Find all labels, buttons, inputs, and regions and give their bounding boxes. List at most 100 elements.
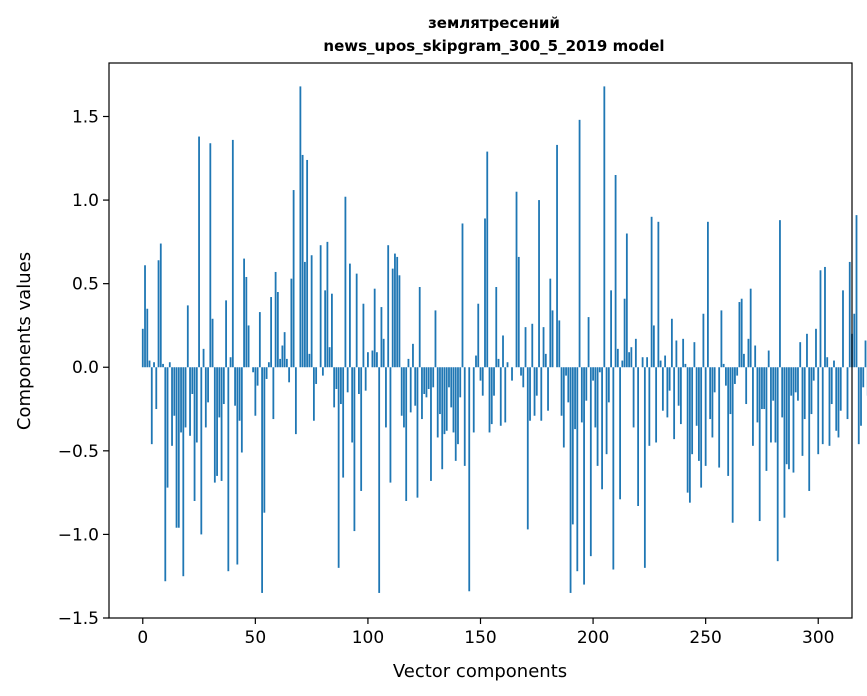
bar [628, 352, 630, 368]
bar [810, 367, 813, 415]
bar [772, 367, 775, 401]
bar [783, 367, 786, 518]
bar [754, 345, 757, 368]
bar [155, 367, 158, 410]
bar [290, 278, 293, 368]
bar [864, 340, 867, 368]
bar [353, 367, 356, 532]
bar [648, 367, 651, 446]
bar [817, 367, 820, 455]
x-axis-ticks: 0 50 100 150 200 250 300 [137, 618, 834, 648]
bar [731, 367, 734, 523]
bar [421, 367, 423, 420]
bar [256, 367, 259, 386]
bar [621, 360, 624, 368]
y-tick-label: 0.5 [72, 275, 99, 295]
bar [848, 261, 851, 368]
bar [725, 367, 727, 386]
bar [767, 350, 770, 368]
bar [378, 367, 381, 593]
bar [400, 367, 403, 416]
bar [367, 352, 369, 368]
bar [607, 367, 610, 403]
bar [632, 367, 635, 428]
bar [245, 276, 248, 368]
bar [562, 367, 565, 448]
bar [319, 245, 322, 368]
bar [549, 278, 552, 368]
bar [141, 328, 144, 368]
bar [765, 367, 768, 471]
bar [747, 338, 750, 368]
bar [643, 367, 646, 568]
bar [598, 367, 601, 373]
bar [450, 367, 453, 408]
bar [394, 253, 396, 368]
bar [148, 360, 151, 368]
bar [756, 367, 759, 423]
bar [713, 367, 716, 393]
bar [776, 367, 779, 562]
bar [587, 317, 590, 368]
bar [436, 367, 439, 438]
bar [288, 367, 291, 383]
bar [310, 255, 313, 368]
bar [551, 310, 554, 368]
bar [261, 367, 263, 593]
bar [709, 367, 712, 420]
bar [630, 347, 633, 368]
bar [385, 367, 387, 428]
bar [454, 367, 457, 461]
bar [700, 367, 703, 488]
x-tick-label: 300 [802, 628, 834, 648]
bar [504, 367, 507, 423]
bar [801, 367, 804, 456]
bar [806, 333, 808, 368]
bar [524, 327, 527, 368]
bar [340, 367, 342, 405]
bar [855, 215, 858, 368]
bar [830, 367, 833, 405]
bar [815, 328, 817, 368]
bar [603, 86, 606, 368]
bar [589, 367, 592, 557]
bar [463, 367, 466, 466]
bar [691, 367, 694, 455]
bar [846, 367, 849, 420]
chart-title-line2: news_upos_skipgram_300_5_2019 model [323, 37, 664, 55]
bar [693, 342, 696, 368]
bar [862, 367, 865, 388]
bar [661, 367, 664, 411]
bar [416, 367, 419, 498]
bar [558, 320, 561, 368]
bar [736, 367, 739, 376]
bar [567, 367, 570, 403]
bar [853, 313, 856, 368]
bar [182, 367, 185, 577]
bar [839, 367, 842, 411]
bar [749, 288, 752, 368]
bar [299, 86, 302, 368]
bar [294, 367, 297, 435]
bar [443, 367, 446, 435]
bar [547, 367, 549, 411]
bar [405, 367, 408, 501]
bar [779, 220, 781, 368]
bar [364, 367, 367, 391]
bar [619, 367, 621, 500]
bar [193, 367, 196, 501]
bar [258, 312, 261, 368]
bar [382, 338, 385, 368]
bar [452, 367, 455, 433]
bar [144, 265, 146, 368]
bar [475, 355, 477, 368]
bar [351, 367, 354, 443]
bar [641, 357, 644, 368]
bar [331, 293, 333, 368]
bar [479, 367, 482, 381]
bar [770, 367, 772, 443]
bar [601, 367, 603, 490]
bar [637, 367, 640, 506]
bar [180, 367, 182, 433]
